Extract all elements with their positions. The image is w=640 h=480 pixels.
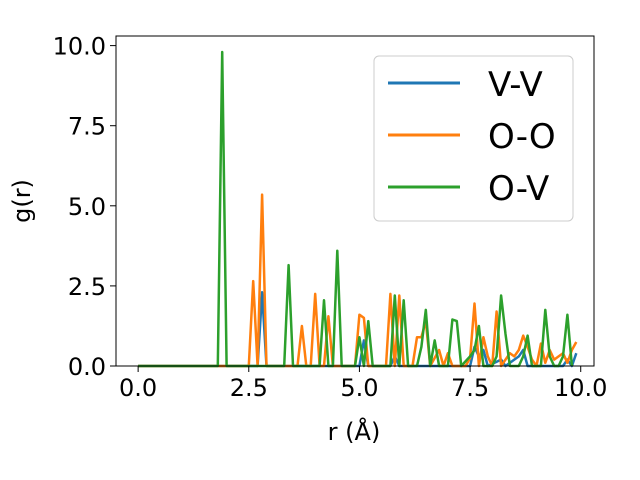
y-tick-label: 0.0 [68, 353, 106, 381]
x-axis-ticks: 0.0 2.5 5.0 7.5 10.0 [119, 366, 607, 402]
plot-frame [115, 35, 595, 367]
y-tick-label: 10.0 [53, 33, 106, 61]
legend-label-v-v: V-V [488, 65, 543, 105]
y-tick-label: 5.0 [68, 193, 106, 221]
y-tick-label: 2.5 [68, 273, 106, 301]
x-tick-label: 10.0 [554, 374, 607, 402]
legend-label-o-v: O-V [488, 169, 549, 209]
y-axis-label: g(r) [8, 179, 36, 223]
legend-frame [373, 55, 574, 222]
legend-label-o-o: O-O [488, 117, 556, 157]
x-tick-label: 0.0 [119, 374, 157, 402]
y-axis-ticks: 0.0 2.5 5.0 7.5 10.0 [53, 33, 116, 381]
x-tick-label: 5.0 [340, 374, 378, 402]
y-tick-label: 7.5 [68, 113, 106, 141]
x-axis-label: r (Å) [328, 417, 381, 446]
x-tick-label: 2.5 [230, 374, 268, 402]
x-tick-label: 7.5 [451, 374, 489, 402]
legend: V-V O-O O-V [373, 55, 574, 222]
